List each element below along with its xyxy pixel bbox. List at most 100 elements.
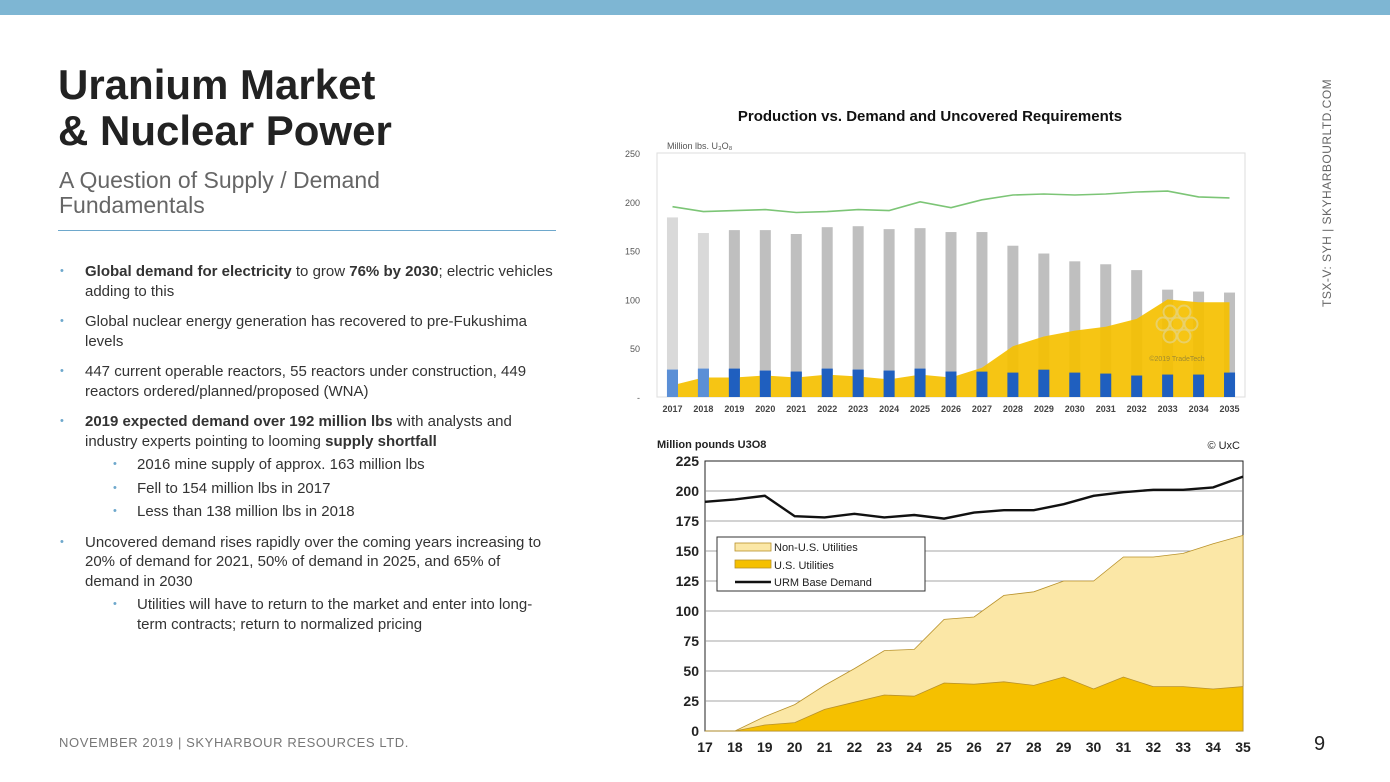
chart1-bar-upper <box>1007 245 1019 373</box>
side-ticker-text: TSX-V: SYH | SKYHARBOURLTD.COM <box>1320 78 1334 307</box>
chart2-legend-swatch-non-us <box>734 542 772 552</box>
chart2-us-area <box>705 676 1244 732</box>
chart1-bar-upper <box>666 217 678 370</box>
chart1-xtick-label: 2020 <box>755 404 775 414</box>
chart2-xtick-label: 17 <box>697 739 713 755</box>
chart1-bar-upper <box>945 232 957 372</box>
chart1-bar-base <box>759 370 771 397</box>
bullet-list: Global demand for electricity to grow 76… <box>58 262 558 645</box>
chart1-bar-upper <box>821 227 833 369</box>
chart2-xtick-label: 26 <box>966 739 982 755</box>
chart1-xtick-label: 2018 <box>693 404 713 414</box>
title-line-2: & Nuclear Power <box>58 107 392 154</box>
bullet-2019-demand: 2019 expected demand over 192 million lb… <box>58 412 558 522</box>
chart1-xtick-label: 2017 <box>662 404 682 414</box>
chart1-watermark-circle <box>1183 316 1199 332</box>
chart1-bar-base <box>697 368 709 397</box>
chart1-ytick-label: 250 <box>625 149 640 159</box>
bullet-nuclear-generation: Global nuclear energy generation has rec… <box>58 312 558 351</box>
chart1-watermark-circle <box>1176 328 1192 344</box>
bullet-1-rest: ; electric vehicles adding to this <box>85 263 553 300</box>
chart1-bar-upper <box>1038 253 1050 370</box>
chart2-xtick-label: 28 <box>1026 739 1042 755</box>
chart1-bar-upper <box>914 228 926 369</box>
chart1-bar-base <box>1069 372 1081 397</box>
chart1-bar-base <box>1131 375 1143 397</box>
chart2-xtick-label: 31 <box>1116 739 1132 755</box>
chart1-xtick-label: 2029 <box>1034 404 1054 414</box>
chart1-xtick-label: 2035 <box>1220 404 1240 414</box>
chart2-legend-label-non-us: Non-U.S. Utilities <box>774 542 858 554</box>
chart1-bar-base <box>1100 373 1112 397</box>
chart1-xtick-label: 2028 <box>1003 404 1023 414</box>
chart2-ytick-label: 125 <box>676 573 700 589</box>
chart1-bar-upper <box>852 226 864 370</box>
chart1-xtick-label: 2023 <box>848 404 868 414</box>
chart2-xtick-label: 27 <box>996 739 1012 755</box>
chart1-bar-upper <box>728 230 740 369</box>
bullet-1-mid: to grow <box>291 263 350 280</box>
chart2-non-us-area <box>705 534 1244 732</box>
top-accent-bar <box>0 0 1390 15</box>
bullet-4-bold: 2019 expected demand over 192 million lb… <box>85 413 393 430</box>
chart2-xtick-label: 20 <box>787 739 803 755</box>
chart1-bar-base <box>852 369 864 397</box>
page-subtitle: A Question of Supply / Demand Fundamenta… <box>59 167 380 218</box>
bullet-reactors: 447 current operable reactors, 55 reacto… <box>58 362 558 401</box>
chart1-ytick-label: - <box>637 393 640 403</box>
chart2-xtick-label: 23 <box>877 739 893 755</box>
chart2-legend-label-base: URM Base Demand <box>774 577 872 589</box>
bullet-4-sublist: 2016 mine supply of approx. 163 million … <box>85 455 558 522</box>
chart2-legend: Non-U.S. Utilities U.S. Utilities URM Base… <box>716 536 926 592</box>
chart1-xtick-label: 2019 <box>724 404 744 414</box>
chart2-ytick-label: 75 <box>683 633 699 649</box>
chart1-ylabel: Million lbs. U₃O₈ <box>667 141 733 151</box>
chart1-bar-base <box>1224 372 1236 397</box>
chart2-xtick-label: 21 <box>817 739 833 755</box>
chart1-bar-base <box>1162 374 1174 397</box>
chart1-xtick-label: 2034 <box>1189 404 1209 414</box>
chart2-ylabel: Million pounds U3O8 <box>657 439 766 451</box>
sub-bullet-2017-supply: Fell to 154 million lbs in 2017 <box>85 479 558 499</box>
title-divider <box>58 230 556 231</box>
chart1-bar-upper <box>790 234 802 372</box>
chart2-ytick-label: 200 <box>676 483 700 499</box>
chart1-xtick-label: 2026 <box>941 404 961 414</box>
chart2-base-demand-line <box>704 475 1244 520</box>
chart1-demand-line <box>672 190 1230 214</box>
chart2-ytick-label: 50 <box>683 663 699 679</box>
chart1-xtick-label: 2024 <box>879 404 899 414</box>
chart1-bar-base <box>976 371 988 397</box>
chart2-legend-swatch-us <box>734 559 772 569</box>
sub-bullet-utilities: Utilities will have to return to the mar… <box>85 595 558 634</box>
chart1-bar-upper <box>976 232 988 372</box>
chart2-ytick-label: 225 <box>676 453 700 469</box>
chart2-xtick-label: 25 <box>936 739 952 755</box>
chart2-ytick-label: 0 <box>691 723 699 739</box>
chart1-xtick-label: 2027 <box>972 404 992 414</box>
chart1-title: Production vs. Demand and Uncovered Requ… <box>738 108 1122 125</box>
chart1-watermark-text: ©2019 TradeTech <box>1149 355 1204 363</box>
chart1-xtick-label: 2033 <box>1158 404 1178 414</box>
chart2-xtick-label: 33 <box>1175 739 1191 755</box>
chart1-bar-base <box>666 369 678 397</box>
chart1-bar-base <box>1038 369 1050 397</box>
chart2-ytick-label: 100 <box>676 603 700 619</box>
chart2-xtick-label: 34 <box>1205 739 1221 755</box>
sub-bullet-2018-supply: Less than 138 million lbs in 2018 <box>85 502 558 522</box>
page-title: Uranium Market & Nuclear Power <box>58 62 392 154</box>
chart1-uncovered-area <box>672 299 1230 397</box>
chart1-ytick-label: 200 <box>625 198 640 208</box>
chart1-ytick-label: 100 <box>625 295 640 305</box>
chart2-xtick-label: 18 <box>727 739 743 755</box>
chart1-bar-base <box>728 368 740 397</box>
chart2-xtick-label: 29 <box>1056 739 1072 755</box>
chart1-xtick-label: 2022 <box>817 404 837 414</box>
chart1-bar-upper <box>759 230 771 371</box>
bullet-5-text: Uncovered demand rises rapidly over the … <box>85 533 542 590</box>
chart2-xtick-label: 19 <box>757 739 773 755</box>
chart1-bar-base <box>1193 374 1205 397</box>
chart1-ytick-label: 150 <box>625 247 640 257</box>
chart2-xtick-label: 22 <box>847 739 863 755</box>
bullet-uncovered-demand: Uncovered demand rises rapidly over the … <box>58 533 558 635</box>
